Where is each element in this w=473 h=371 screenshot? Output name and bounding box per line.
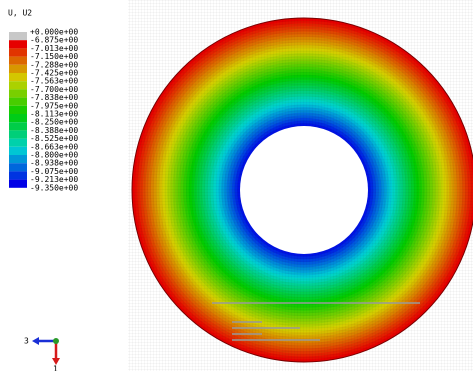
legend-title: U, U2: [8, 9, 32, 18]
legend-swatch: [9, 81, 27, 89]
legend-swatch: [9, 48, 27, 56]
legend: U, U2 +0.000e+00-6.875e+00-7.013e+00-7.1…: [8, 9, 78, 193]
triad-label: 3: [24, 337, 29, 346]
hole: [240, 126, 368, 254]
legend-swatch: [9, 171, 27, 179]
legend-swatch: [9, 155, 27, 163]
legend-swatch: [9, 130, 27, 138]
legend-swatch: [9, 106, 27, 114]
legend-swatch: [9, 147, 27, 155]
legend-swatch: [9, 114, 27, 122]
legend-swatch: [9, 32, 27, 40]
legend-label: -9.350e+00: [30, 183, 78, 192]
legend-swatch: [9, 57, 27, 65]
legend-swatch: [9, 180, 27, 188]
viewport: U, U2 +0.000e+00-6.875e+00-7.013e+00-7.1…: [0, 0, 473, 371]
axis-triad: 3 1: [24, 337, 60, 371]
legend-swatch: [9, 89, 27, 97]
legend-swatch: [9, 122, 27, 130]
legend-swatch: [9, 139, 27, 147]
legend-swatch: [9, 65, 27, 73]
legend-swatch: [9, 40, 27, 48]
triad-label: 1: [53, 365, 58, 371]
legend-swatch: [9, 163, 27, 171]
legend-swatch: [9, 98, 27, 106]
legend-swatch: [9, 73, 27, 81]
